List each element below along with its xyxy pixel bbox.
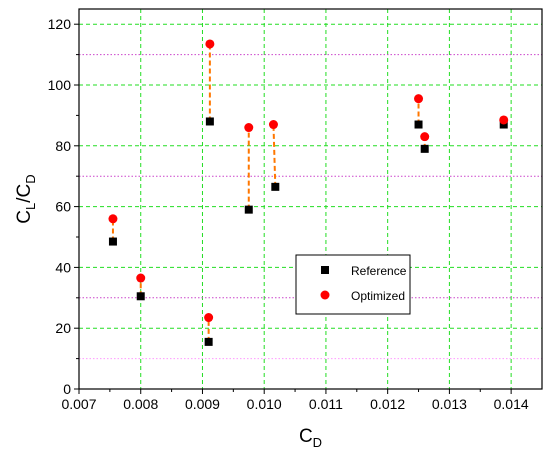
optimized-point [499, 115, 509, 125]
y-tick-label: 40 [55, 259, 71, 275]
legend-reference-marker [321, 266, 329, 274]
reference-point [244, 205, 253, 214]
legend-optimized-marker [320, 290, 330, 300]
data-markers [108, 39, 509, 346]
y-axis-title-sub-l: L [23, 203, 38, 210]
y-tick-label: 120 [48, 16, 72, 32]
x-tick-label: 0.012 [370, 396, 405, 412]
legend-reference-label: Reference [351, 264, 407, 278]
y-axis-title-c2: C [14, 184, 35, 198]
x-axis-title: CD [299, 426, 322, 450]
y-axis-title-c1: C [14, 210, 35, 224]
y-axis-title: CL/CD [14, 174, 38, 223]
y-tick-label: 100 [48, 77, 72, 93]
reference-point [420, 144, 429, 153]
optimized-point [268, 120, 278, 130]
reference-point [499, 120, 508, 129]
y-tick-label: 0 [63, 381, 71, 397]
x-tick-label: 0.008 [123, 396, 158, 412]
tick-labels: 0.007 0.008 0.009 0.010 0.011 0.012 0.013 0.014… [48, 16, 529, 412]
y-axis-title-slash: / [14, 197, 35, 203]
optimized-point [244, 123, 254, 133]
plot-frame [78, 8, 543, 390]
reference-point [108, 237, 117, 246]
connector-line [272, 124, 277, 187]
legend-optimized-label: Optimized [351, 289, 405, 303]
optimized-point [108, 214, 118, 224]
x-tick-label: 0.009 [185, 396, 220, 412]
grid-lines [79, 9, 542, 389]
optimized-point [136, 273, 146, 283]
x-axis-title-main: C [299, 426, 313, 447]
x-tick-label: 0.007 [61, 396, 96, 412]
y-tick-label: 60 [55, 199, 71, 215]
optimized-point [414, 94, 424, 104]
optimized-point [420, 132, 430, 142]
x-tick-label: 0.010 [247, 396, 282, 412]
legend: Reference Optimized [295, 254, 411, 315]
x-axis-title-sub: D [313, 435, 322, 450]
reference-point [271, 182, 280, 191]
y-axis-title-sub-d: D [23, 174, 38, 183]
x-tick-label: 0.014 [494, 396, 529, 412]
axis-ticks [74, 23, 512, 394]
optimized-point [205, 39, 215, 49]
reference-point [414, 120, 423, 129]
y-tick-label: 20 [55, 320, 71, 336]
x-tick-label: 0.013 [432, 396, 467, 412]
x-tick-label: 0.011 [309, 396, 343, 412]
reference-point [136, 292, 145, 301]
y-tick-label: 80 [55, 138, 71, 154]
legend-box [295, 254, 411, 315]
reference-point [205, 117, 214, 126]
reference-point [204, 337, 213, 346]
optimized-point [204, 313, 214, 323]
